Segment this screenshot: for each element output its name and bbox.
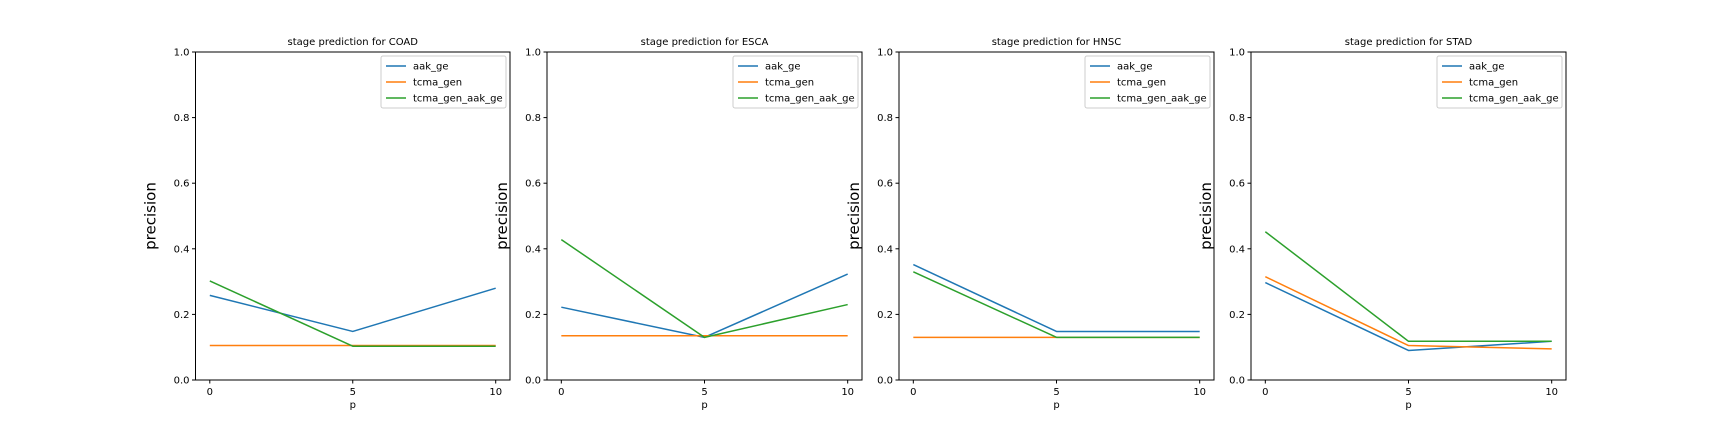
legend-frame bbox=[732, 55, 859, 109]
x-tick-label: 0 bbox=[207, 387, 213, 398]
y-tick-label: 1.0 bbox=[174, 48, 190, 59]
chart-panel-3: 0.0 0.2 0.4 0.6 0.8 1.0 0 5 10 stage prediction f… bbox=[1197, 37, 1567, 411]
chart-panel-1: 0.0 0.2 0.4 0.6 0.8 1.0 0 5 10 stage prediction f… bbox=[493, 37, 863, 411]
series-line-tcma_gen_aak_ge bbox=[913, 271, 1200, 339]
x-tick-label: 0 bbox=[910, 387, 916, 398]
chart-panel-0: 0.0 0.2 0.4 0.6 0.8 1.0 0 5 10 stage prediction f… bbox=[142, 37, 511, 411]
x-axis-label: p bbox=[350, 400, 356, 411]
y-tick-label: 0.6 bbox=[174, 179, 190, 190]
series-line-aak_ge bbox=[561, 273, 848, 339]
y-tick-label: 0.2 bbox=[525, 310, 541, 321]
y-tick-label: 0.4 bbox=[174, 244, 190, 255]
legend-entry: tcma_gen bbox=[765, 78, 814, 89]
y-tick-label: 0.6 bbox=[877, 179, 893, 190]
y-tick-label: 0.2 bbox=[1229, 310, 1245, 321]
y-axis-label: precision bbox=[493, 182, 511, 250]
y-axis-label: precision bbox=[142, 182, 160, 250]
y-tick-label: 0.6 bbox=[525, 179, 541, 190]
legend-entry: tcma_gen bbox=[1469, 78, 1518, 89]
x-tick-label: 0 bbox=[558, 387, 564, 398]
legend-entry: tcma_gen_aak_ge bbox=[413, 94, 503, 105]
y-tick-label: 0.4 bbox=[525, 244, 541, 255]
x-axis-label: p bbox=[701, 400, 707, 411]
chart-title: stage prediction for STAD bbox=[1345, 37, 1473, 48]
legend-entry: aak_ge bbox=[1117, 62, 1153, 73]
legend-entry: tcma_gen bbox=[413, 78, 462, 89]
y-tick-label: 0.2 bbox=[174, 310, 190, 321]
y-tick-label: 0.0 bbox=[1229, 376, 1245, 387]
legend-entry: tcma_gen bbox=[1117, 78, 1166, 89]
chart-title: stage prediction for HNSC bbox=[992, 37, 1122, 48]
legend-entry: tcma_gen_aak_ge bbox=[1117, 94, 1207, 105]
series-line-aak_ge bbox=[1264, 281, 1552, 352]
series-line-tcma_gen_aak_ge bbox=[209, 280, 496, 347]
legend: aak_ge tcma_gen tcma_gen_aak_ge bbox=[1084, 55, 1211, 109]
y-tick-label: 1.0 bbox=[1229, 48, 1245, 59]
y-tick-label: 1.0 bbox=[877, 48, 893, 59]
chart-title: stage prediction for COAD bbox=[288, 37, 419, 48]
x-axis-label: p bbox=[1053, 400, 1059, 411]
y-tick-label: 0.0 bbox=[174, 376, 190, 387]
chart-panel-2: 0.0 0.2 0.4 0.6 0.8 1.0 0 5 10 stage prediction f… bbox=[845, 37, 1215, 411]
y-tick-label: 1.0 bbox=[525, 48, 541, 59]
legend-entry: aak_ge bbox=[765, 62, 801, 73]
x-tick-label: 5 bbox=[1405, 387, 1411, 398]
x-tick-label: 5 bbox=[701, 387, 707, 398]
y-tick-label: 0.6 bbox=[1229, 179, 1245, 190]
y-tick-label: 0.0 bbox=[525, 376, 541, 387]
legend-frame bbox=[1084, 55, 1211, 109]
legend-entry: aak_ge bbox=[1469, 62, 1505, 73]
series-line-tcma_gen_aak_ge bbox=[1264, 231, 1552, 343]
chart-title: stage prediction for ESCA bbox=[641, 37, 769, 48]
series-line-aak_ge bbox=[209, 287, 496, 333]
y-tick-label: 0.4 bbox=[877, 244, 893, 255]
legend: aak_ge tcma_gen tcma_gen_aak_ge bbox=[732, 55, 859, 109]
y-axis-label: precision bbox=[1197, 182, 1215, 250]
y-axis-label: precision bbox=[845, 182, 863, 250]
y-tick-label: 0.8 bbox=[174, 113, 190, 124]
x-tick-label: 5 bbox=[350, 387, 356, 398]
series-line-tcma_gen bbox=[1264, 276, 1552, 350]
legend: aak_ge tcma_gen tcma_gen_aak_ge bbox=[1436, 55, 1563, 109]
y-tick-label: 0.0 bbox=[877, 376, 893, 387]
y-tick-label: 0.8 bbox=[877, 113, 893, 124]
x-tick-label: 10 bbox=[489, 387, 502, 398]
x-tick-label: 10 bbox=[1545, 387, 1558, 398]
legend-entry: tcma_gen_aak_ge bbox=[1469, 94, 1559, 105]
x-axis-label: p bbox=[1405, 400, 1411, 411]
y-tick-label: 0.8 bbox=[1229, 113, 1245, 124]
legend-frame bbox=[1436, 55, 1563, 109]
legend-frame bbox=[380, 55, 507, 109]
y-tick-label: 0.8 bbox=[525, 113, 541, 124]
y-tick-label: 0.4 bbox=[1229, 244, 1245, 255]
x-tick-label: 0 bbox=[1262, 387, 1268, 398]
legend-entry: aak_ge bbox=[413, 62, 449, 73]
x-tick-label: 10 bbox=[1193, 387, 1206, 398]
series-line-tcma_gen_aak_ge bbox=[560, 239, 848, 339]
y-tick-label: 0.2 bbox=[877, 310, 893, 321]
legend: aak_ge tcma_gen tcma_gen_aak_ge bbox=[380, 55, 507, 109]
series-line-aak_ge bbox=[913, 263, 1200, 333]
x-tick-label: 5 bbox=[1053, 387, 1059, 398]
x-tick-label: 10 bbox=[841, 387, 854, 398]
legend-entry: tcma_gen_aak_ge bbox=[765, 94, 855, 105]
